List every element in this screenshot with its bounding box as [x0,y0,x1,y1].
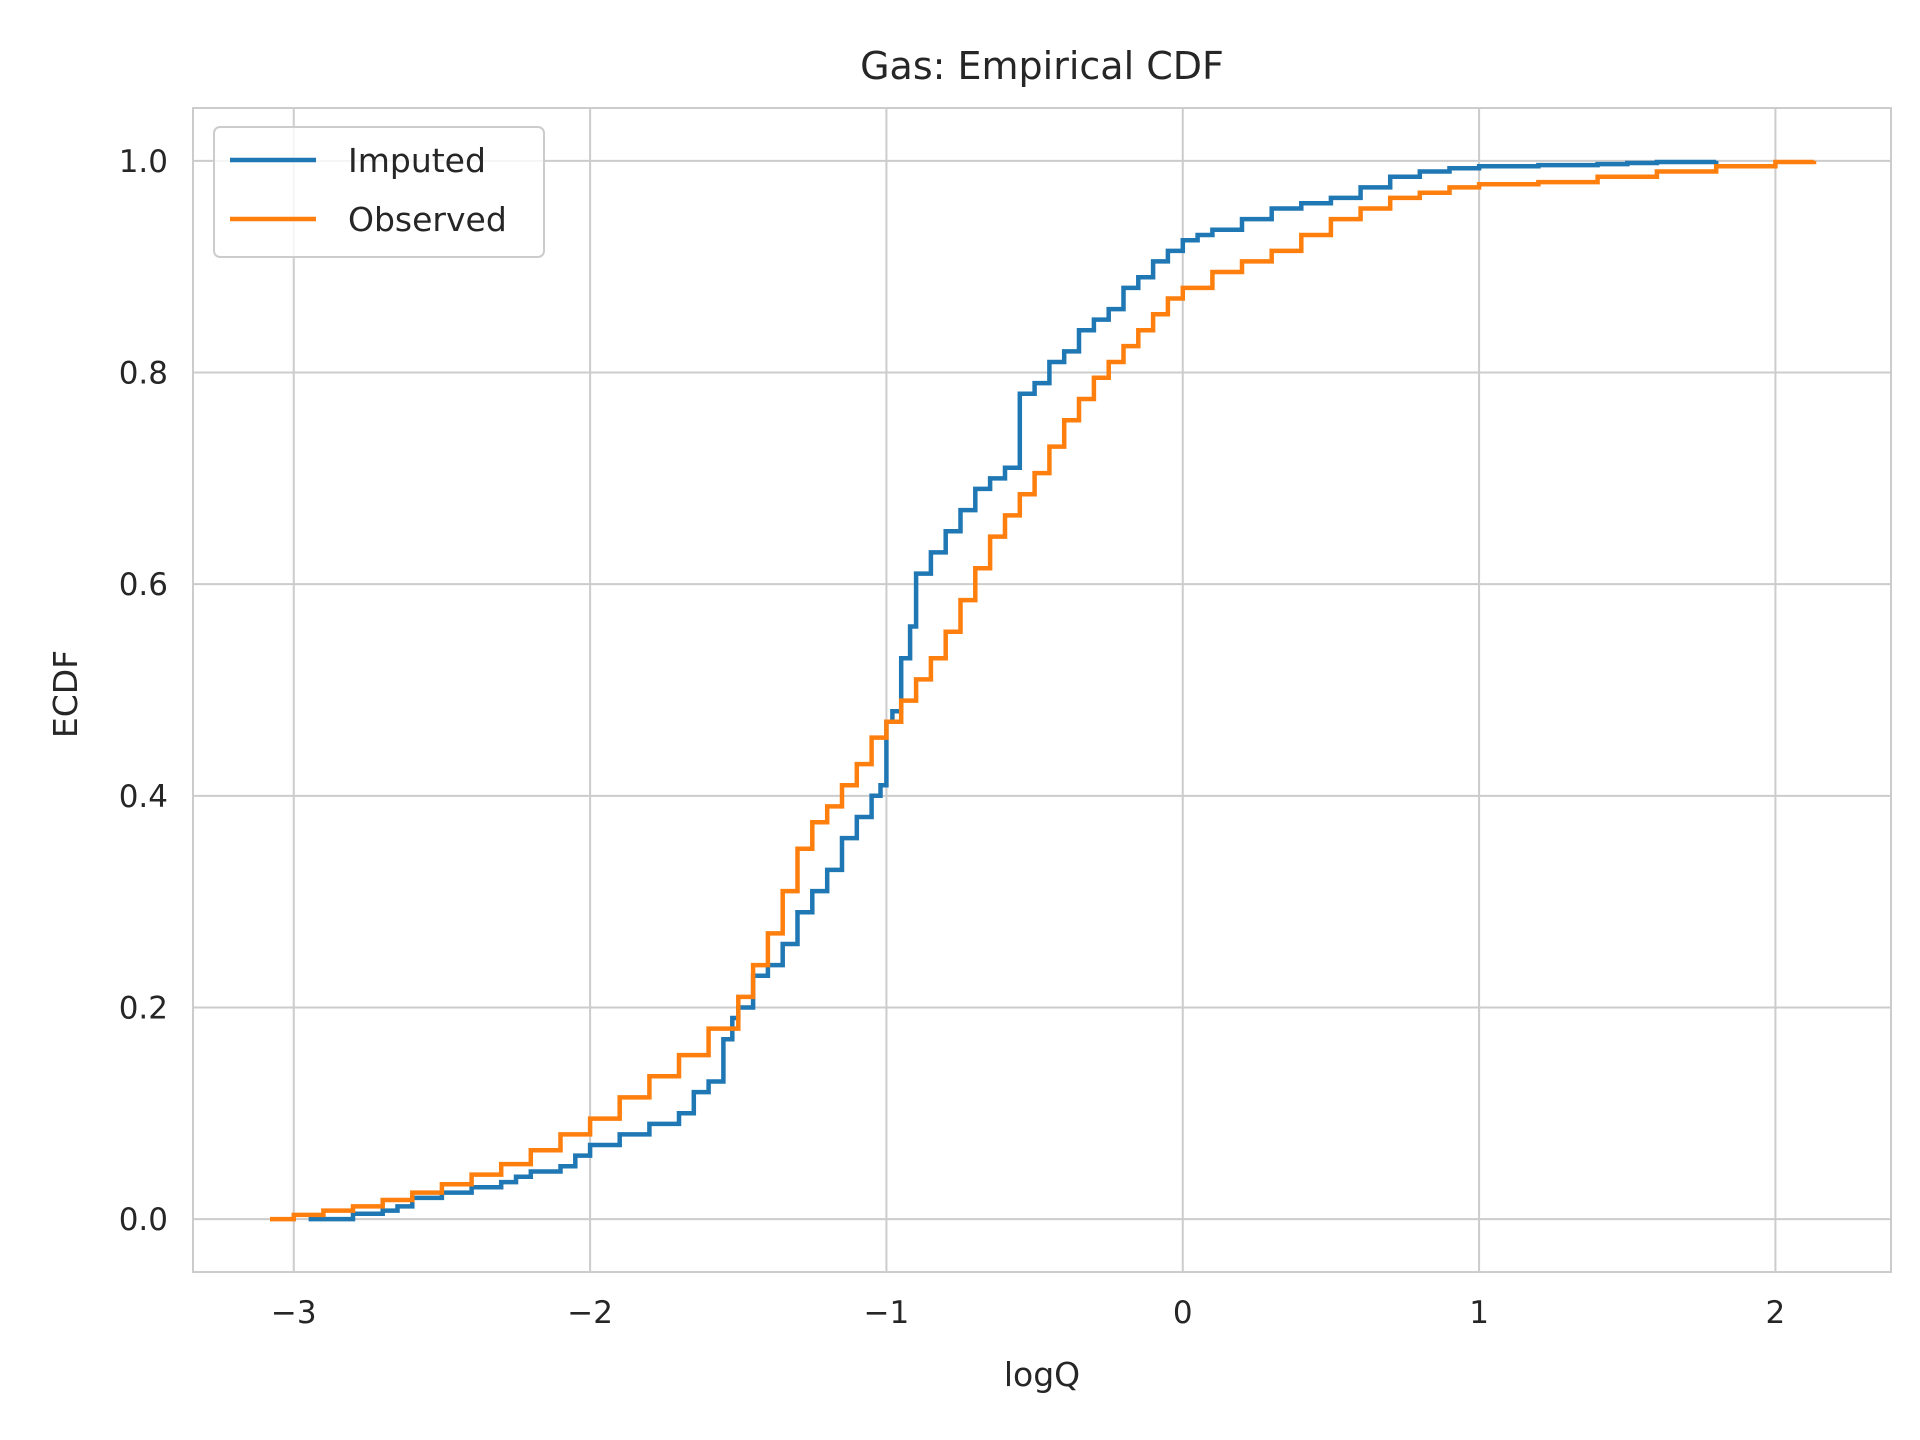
y-tick-label: 0.4 [119,779,168,815]
legend-label-imputed: Imputed [348,141,486,180]
x-axis-label: logQ [1004,1355,1080,1394]
tick-label-layer: −3 −2 −1 0 1 2 0.0 0.2 0.4 0.6 0.8 1.0 [119,144,1786,1331]
x-tick-label: 0 [1173,1295,1193,1331]
grid-layer [193,108,1891,1272]
x-tick-label: 2 [1766,1295,1786,1331]
x-tick-label: 1 [1469,1295,1489,1331]
series-line-imputed [308,159,1719,1222]
x-tick-label: −3 [271,1295,317,1331]
x-tick-label: −1 [864,1295,910,1331]
y-tick-label: 0.8 [119,356,168,392]
plot-frame [192,107,1892,1273]
legend: Imputed Observed [213,126,545,258]
legend-label-observed: Observed [348,200,507,239]
y-tick-label: 0.6 [119,567,168,603]
y-tick-label: 1.0 [119,144,168,180]
y-axis-label: ECDF [46,650,85,738]
y-tick-label: 0.2 [119,990,168,1026]
series-line-observed [270,159,1817,1222]
x-tick-label: −2 [567,1295,613,1331]
chart-title: Gas: Empirical CDF [860,44,1224,88]
y-tick-label: 0.0 [119,1202,168,1238]
series-layer [270,159,1817,1222]
